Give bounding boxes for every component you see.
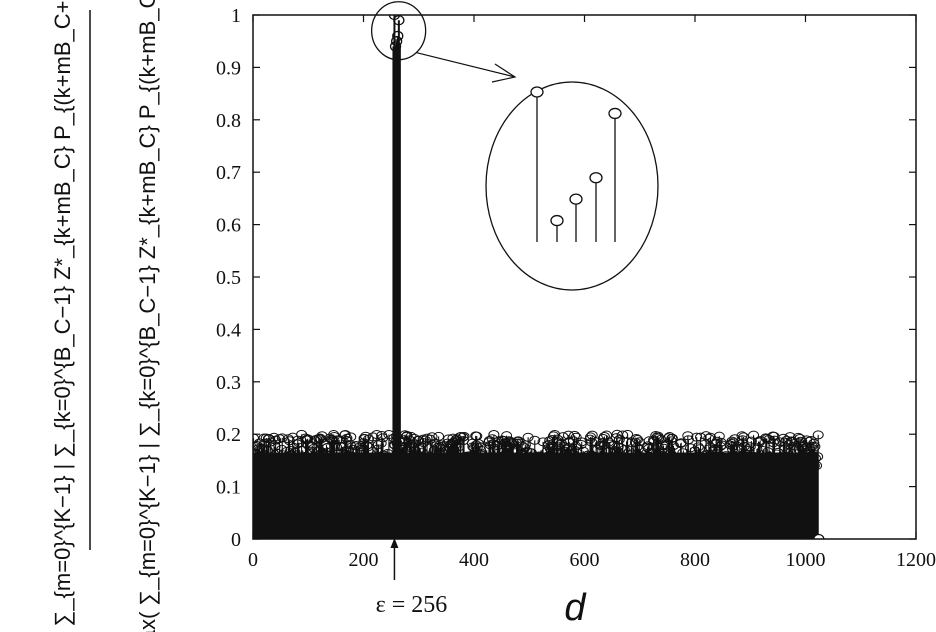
y-tick-label: 0.1 (216, 477, 241, 499)
peak-column (392, 46, 400, 539)
inset-marker (609, 108, 621, 118)
y-axis-label: ∑_{m=0}^{K−1} | ∑_{k=0}^{B_C−1} Z*_{k+mB… (50, 0, 160, 632)
epsilon-annotation: ε = 256 (376, 538, 448, 618)
y-tick-label: 0.2 (216, 424, 241, 446)
zoom-arrow-line (417, 53, 515, 77)
zoom-inset (372, 2, 658, 290)
x-tick-label: 1000 (786, 549, 826, 571)
x-tick-label: 1200 (896, 549, 936, 571)
x-tick-label: 0 (248, 549, 258, 571)
y-tick-label: 0.8 (216, 110, 241, 132)
y-tick-label: 0.5 (216, 267, 241, 289)
y-tick-label: 0.9 (216, 57, 241, 79)
inset-marker (570, 194, 582, 204)
y-tick-label: 0.6 (216, 215, 241, 237)
inset-marker (590, 173, 602, 183)
x-tick-label: 800 (680, 549, 710, 571)
y-tick-label: 0.7 (216, 162, 241, 184)
y-axis-label-numerator: ∑_{m=0}^{K−1} | ∑_{k=0}^{B_C−1} Z*_{k+mB… (50, 0, 75, 626)
zoom-arrow-head (492, 64, 515, 82)
zoom-inset-ellipse (486, 82, 658, 290)
epsilon-label: ε = 256 (376, 592, 448, 618)
noise-mass (253, 453, 818, 539)
y-tick-label: 0.4 (216, 319, 241, 341)
x-tick-label: 600 (570, 549, 600, 571)
y-tick-label: 0 (231, 529, 241, 551)
y-tick-label: 0.3 (216, 372, 241, 394)
inset-marker (551, 216, 563, 226)
x-tick-label: 200 (349, 549, 379, 571)
y-axis-label-denominator: max( ∑_{m=0}^{K−1} | ∑_{k=0}^{B_C−1} Z*_… (135, 0, 160, 632)
x-tick-label: 400 (459, 549, 489, 571)
inset-marker (531, 87, 543, 97)
x-axis-label: d (564, 587, 587, 629)
y-tick-label: 1 (231, 5, 241, 27)
